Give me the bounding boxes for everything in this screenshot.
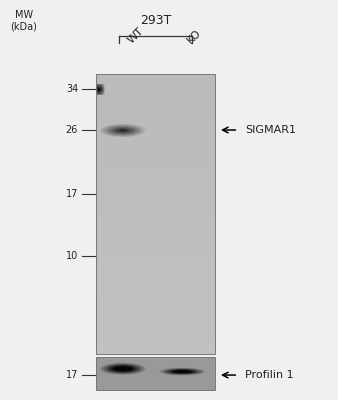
Text: KO: KO bbox=[185, 27, 203, 45]
Text: 34: 34 bbox=[66, 84, 78, 94]
Text: 10: 10 bbox=[66, 251, 78, 261]
Text: 17: 17 bbox=[66, 190, 78, 200]
Text: 293T: 293T bbox=[140, 14, 171, 27]
Text: MW
(kDa): MW (kDa) bbox=[10, 10, 37, 32]
Bar bbox=[96, 357, 215, 390]
Bar bbox=[96, 74, 215, 354]
Text: Profilin 1: Profilin 1 bbox=[245, 370, 294, 380]
Text: 26: 26 bbox=[66, 125, 78, 135]
Text: WT: WT bbox=[126, 26, 146, 45]
Text: SIGMAR1: SIGMAR1 bbox=[245, 125, 296, 135]
Text: 17: 17 bbox=[66, 370, 78, 380]
